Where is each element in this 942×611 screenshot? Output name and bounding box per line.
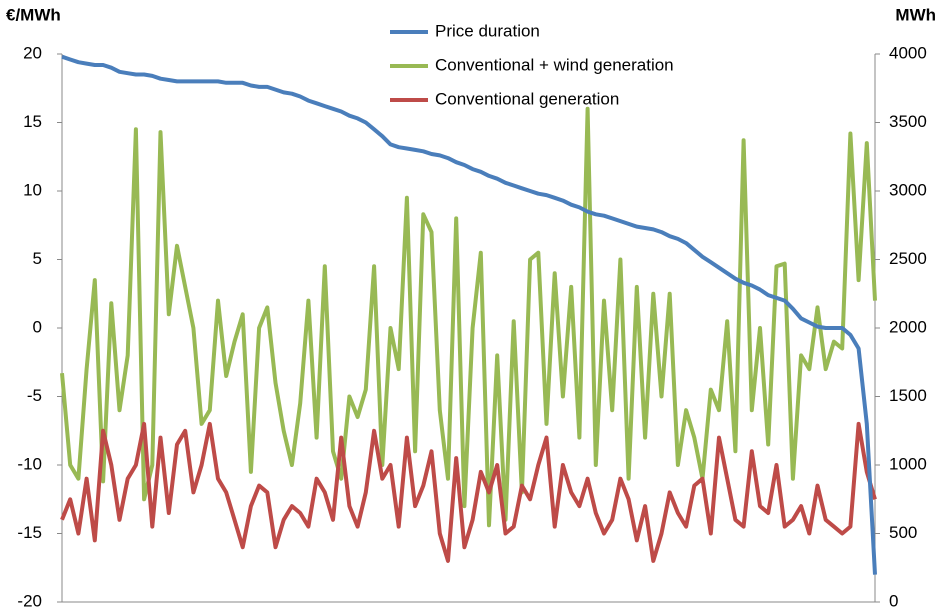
y2-tick-label: 4000 xyxy=(889,43,927,62)
y2-tick-label: 2500 xyxy=(889,249,927,268)
y-tick-label: 5 xyxy=(33,249,42,268)
y-tick-label: 0 xyxy=(33,317,42,336)
y-axis-label: €/MWh xyxy=(6,5,61,24)
series-line xyxy=(60,421,877,563)
y2-axis-label: MWh xyxy=(895,5,936,24)
y-tick-label: -15 xyxy=(17,523,42,542)
y-tick-label: -5 xyxy=(27,386,42,405)
y2-tick-label: 3500 xyxy=(889,112,927,131)
y2-tick-label: 3000 xyxy=(889,180,927,199)
series-line xyxy=(60,106,877,528)
legend-label: Price duration xyxy=(435,21,540,40)
y2-tick-label: 1000 xyxy=(889,454,927,473)
y-tick-label: 20 xyxy=(23,43,42,62)
y-tick-label: 10 xyxy=(23,180,42,199)
y2-tick-label: 1500 xyxy=(889,386,927,405)
y-tick-label: 15 xyxy=(23,112,42,131)
y-tick-label: -20 xyxy=(17,591,42,610)
y2-tick-label: 500 xyxy=(889,523,917,542)
legend-label: Conventional + wind generation xyxy=(435,55,674,74)
y2-tick-label: 0 xyxy=(889,591,898,610)
y2-tick-label: 2000 xyxy=(889,317,927,336)
y-tick-label: -10 xyxy=(17,454,42,473)
series-line xyxy=(61,54,877,575)
legend-label: Conventional generation xyxy=(435,89,619,108)
